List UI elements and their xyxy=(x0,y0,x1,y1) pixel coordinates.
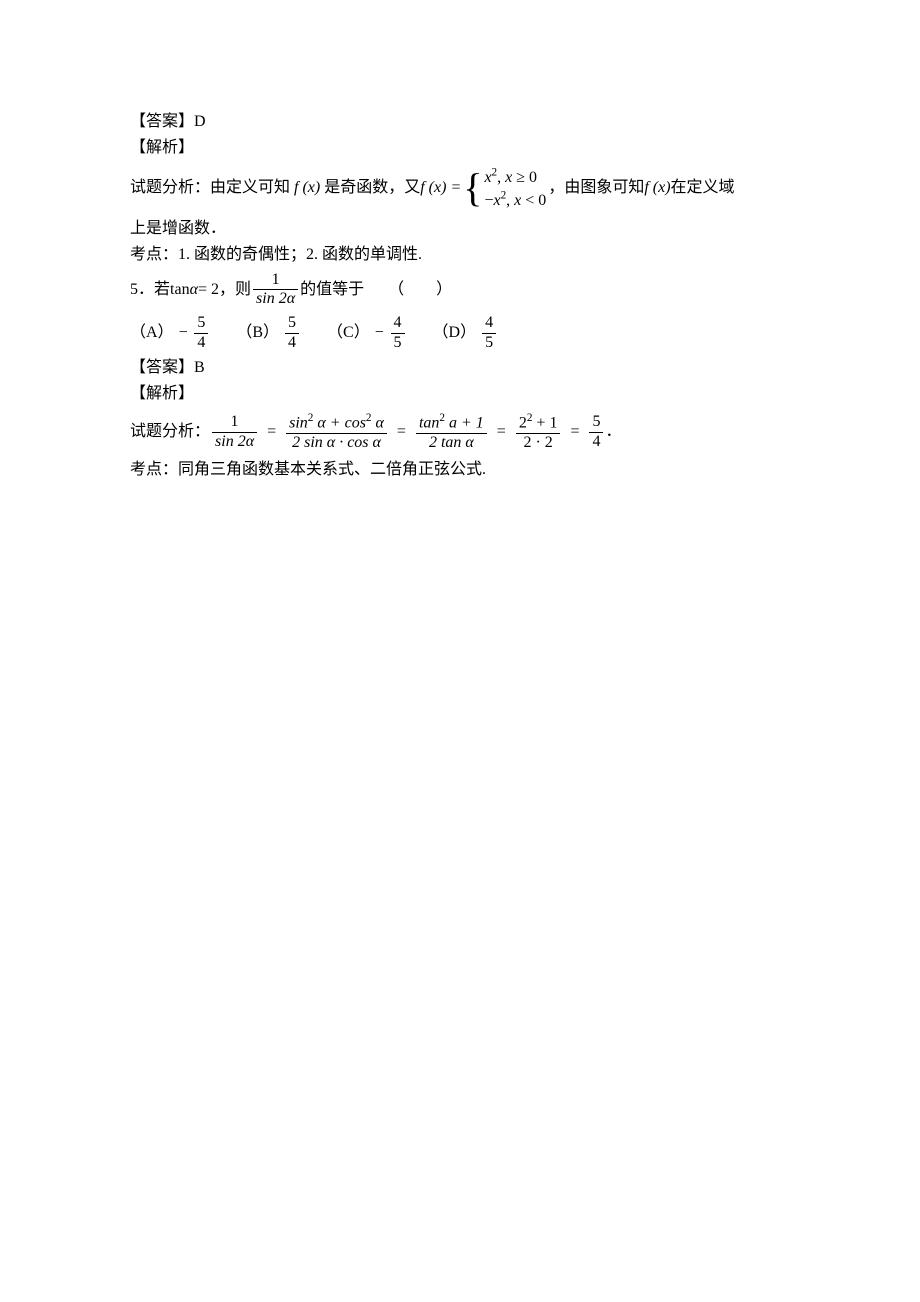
frac-main: 1 sin 2α xyxy=(253,271,298,309)
option-a: （A） − 5 4 xyxy=(130,314,210,352)
q4-analysis-line2: 上是增函数． xyxy=(130,217,810,241)
text: 在定义域 xyxy=(671,176,735,200)
fx2: f (x) xyxy=(644,176,670,200)
q5-analysis-chain: 试题分析： 1 sin 2α = sin2 α + cos2 α 2 sin α… xyxy=(130,412,810,452)
q5-stem: 5． 若 tan α = 2 ，则 1 sin 2α 的值等于 （ ） xyxy=(130,271,810,309)
document-page: 【答案】D 【解析】 试题分析：由定义可知 f (x) 是奇函数，又 f (x)… xyxy=(0,0,810,482)
text: 若 xyxy=(154,278,170,302)
q5-answer: 【答案】B xyxy=(130,356,810,380)
case-row-2: −x2, x < 0 xyxy=(484,188,546,210)
left-brace-icon: { xyxy=(463,168,482,208)
q4-kaodian: 考点：1. 函数的奇偶性；2. 函数的单调性. xyxy=(130,243,810,267)
q5-analysis-label: 【解析】 xyxy=(130,382,810,406)
cases: x2, x ≥ 0 −x2, x < 0 xyxy=(484,166,546,211)
q4-answer: 【答案】D xyxy=(130,110,810,134)
equation-chain: 1 sin 2α = sin2 α + cos2 α 2 sin α · cos… xyxy=(210,412,605,452)
text: 试题分析：由定义可知 xyxy=(130,176,290,200)
term5: 5 4 xyxy=(589,413,603,451)
term1: 1 sin 2α xyxy=(212,413,257,451)
period: ． xyxy=(605,420,621,444)
q4-analysis-line1: 试题分析：由定义可知 f (x) 是奇函数，又 f (x) = { x2, x … xyxy=(130,166,810,211)
q5-kaodian: 考点：同角三角函数基本关系式、二倍角正弦公式. xyxy=(130,458,810,482)
term2: sin2 α + cos2 α 2 sin α · cos α xyxy=(286,412,387,452)
term3: tan2 a + 1 2 tan α xyxy=(416,412,487,452)
text: 是奇函数，又 xyxy=(324,176,420,200)
text: 的值等于 （ ） xyxy=(300,278,452,302)
option-b: （B） 5 4 xyxy=(236,314,301,352)
answer-value: B xyxy=(194,359,205,376)
q5-number: 5． xyxy=(130,278,154,302)
q5-options: （A） − 5 4 （B） 5 4 （C） − 4 5 xyxy=(130,314,810,352)
option-d: （D） 4 5 xyxy=(433,314,499,352)
eq-lead: f (x) = xyxy=(420,176,461,200)
fx: f (x) xyxy=(290,176,324,200)
answer-label: 【答案】 xyxy=(130,359,194,376)
tan-eq: tan α = 2 xyxy=(170,278,219,302)
text: ，则 xyxy=(219,278,251,302)
term4: 22 + 1 2 · 2 xyxy=(516,412,561,452)
q4-analysis-label: 【解析】 xyxy=(130,136,810,160)
answer-value: D xyxy=(194,113,206,130)
text: ，由图象可知 xyxy=(548,176,644,200)
text: 试题分析： xyxy=(130,420,210,444)
option-c: （C） − 4 5 xyxy=(327,314,406,352)
piecewise: { x2, x ≥ 0 −x2, x < 0 xyxy=(463,166,546,211)
answer-label: 【答案】 xyxy=(130,113,194,130)
case-row-1: x2, x ≥ 0 xyxy=(484,166,546,188)
